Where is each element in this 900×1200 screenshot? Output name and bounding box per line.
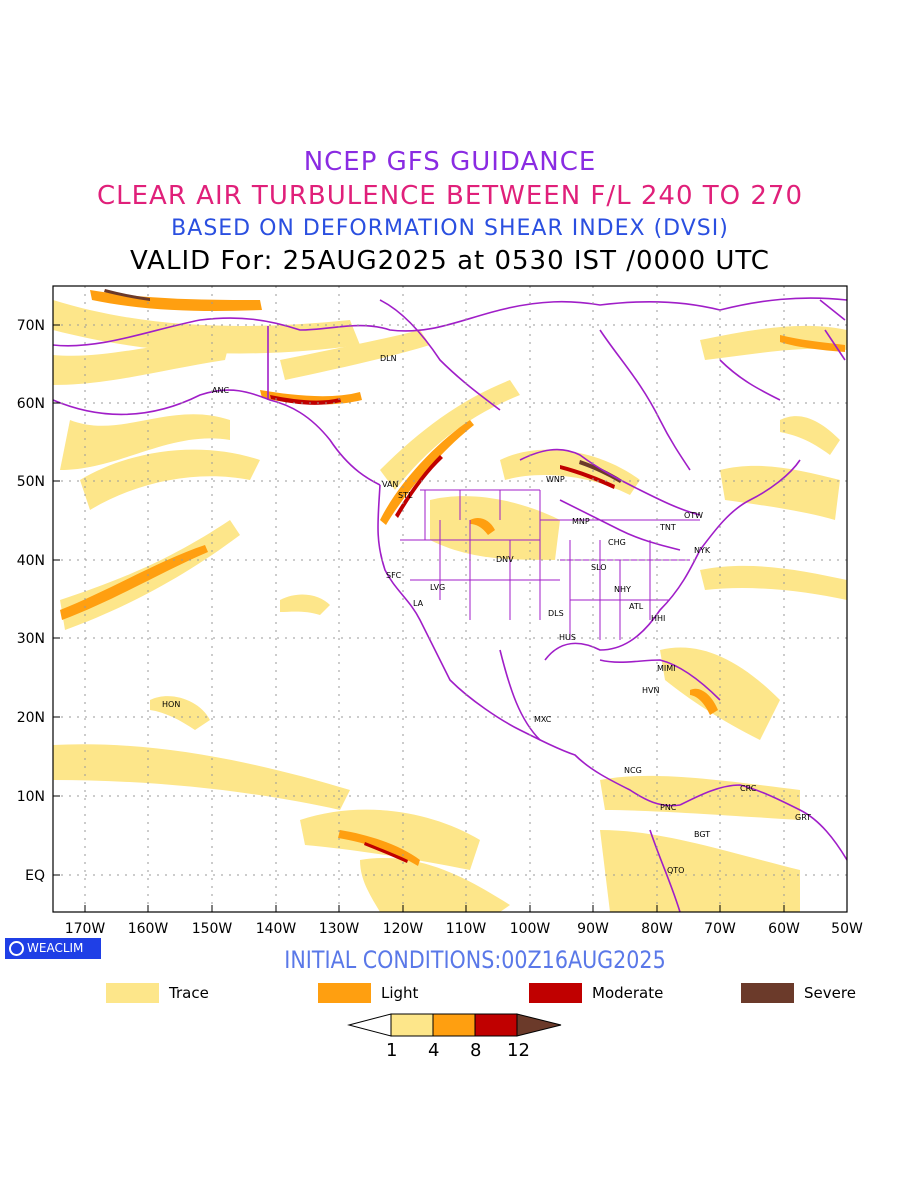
lat-label: 70N <box>17 318 45 334</box>
colorbar-tick-8: 8 <box>470 1040 482 1061</box>
station-label: ATL <box>629 602 644 611</box>
colorbar-low-arrow <box>347 1013 392 1037</box>
lon-label: 60W <box>768 921 800 937</box>
station-label: HUS <box>559 633 576 642</box>
station-label: NYK <box>694 546 711 555</box>
title-line-1: NCEP GFS GUIDANCE <box>303 147 597 177</box>
colorbar-light <box>432 1013 476 1037</box>
initial-conditions: INITIAL CONDITIONS:00Z16AUG2025 <box>284 946 666 974</box>
title-line-2: CLEAR AIR TURBULENCE BETWEEN F/L 240 TO … <box>96 181 804 211</box>
lon-label: 150W <box>192 921 233 937</box>
lon-label: 170W <box>65 921 106 937</box>
lon-label: 90W <box>577 921 609 937</box>
lon-label: 80W <box>641 921 673 937</box>
station-label: HON <box>162 700 180 709</box>
station-label: ANC <box>212 386 229 395</box>
moderate-turbulence <box>270 395 615 863</box>
station-label: STL <box>398 491 413 500</box>
legend-trace-swatch <box>106 983 159 1003</box>
station-label: SFC <box>386 571 402 580</box>
lon-label: 140W <box>256 921 297 937</box>
station-label: PNC <box>660 803 677 812</box>
station-label: NCG <box>624 766 642 775</box>
lat-labels: 70N 60N 50N 40N 30N 20N 10N EQ <box>17 318 45 884</box>
coastlines-and-borders <box>53 297 847 912</box>
station-label: CHG <box>608 538 626 547</box>
station-label: CRC <box>740 784 757 793</box>
lon-label: 130W <box>319 921 360 937</box>
severe-turbulence <box>104 289 622 483</box>
station-label: HVN <box>642 686 659 695</box>
station-label: WNP <box>546 475 565 484</box>
lat-label: 20N <box>17 710 45 726</box>
station-label: NHY <box>614 585 631 594</box>
legend-trace-label: Trace <box>169 984 209 1002</box>
logo-ring-icon <box>9 941 24 956</box>
legend-light-swatch <box>318 983 371 1003</box>
lon-label: 50W <box>831 921 863 937</box>
station-label: LVG <box>430 583 445 592</box>
colorbar-tick-1: 1 <box>386 1040 398 1061</box>
lat-label: 60N <box>17 396 45 412</box>
colorbar <box>347 1013 562 1037</box>
legend-light-label: Light <box>381 984 419 1002</box>
axis-ticks <box>53 324 848 912</box>
station-label: MNP <box>572 517 590 526</box>
station-label: DLS <box>548 609 564 618</box>
valid-time: VALID For: 25AUG2025 at 0530 IST /0000 U… <box>130 246 770 276</box>
colorbar-trace <box>390 1013 434 1037</box>
station-label: DLN <box>380 354 397 363</box>
station-label: GRT <box>795 813 811 822</box>
map-frame <box>52 285 848 913</box>
colorbar-tick-12: 12 <box>507 1040 530 1061</box>
lat-label: 50N <box>17 474 45 490</box>
lon-label: 160W <box>128 921 169 937</box>
badge-label: WEACLIM <box>27 941 84 955</box>
lon-label: 100W <box>510 921 551 937</box>
weaclim-badge: WEACLIM <box>5 938 101 959</box>
station-label: LA <box>413 599 424 608</box>
colorbar-high-arrow <box>516 1013 562 1037</box>
title-line-3: BASED ON DEFORMATION SHEAR INDEX (DVSI) <box>171 216 729 241</box>
station-label: QTO <box>667 866 684 875</box>
station-label: MIMI <box>657 664 676 673</box>
lon-label: 120W <box>383 921 424 937</box>
station-label: MXC <box>534 715 552 724</box>
lon-labels: 170W 160W 150W 140W 130W 120W 110W 100W 90W 80W 70… <box>65 921 863 937</box>
legend-severe-swatch <box>741 983 794 1003</box>
station-label: OTW <box>684 511 703 520</box>
station-label: DNV <box>496 555 514 564</box>
lat-label: EQ <box>25 868 45 884</box>
station-label: BGT <box>694 830 710 839</box>
station-label: VAN <box>382 480 398 489</box>
state-borders <box>400 489 700 640</box>
station-label: HHI <box>651 614 665 623</box>
station-label: SLO <box>591 563 607 572</box>
lat-label: 10N <box>17 789 45 805</box>
colorbar-moderate <box>474 1013 518 1037</box>
lon-label: 70W <box>704 921 736 937</box>
lon-label: 110W <box>446 921 487 937</box>
lat-label: 40N <box>17 553 45 569</box>
station-label: TNT <box>659 523 676 532</box>
legend-severe-label: Severe <box>804 984 856 1002</box>
colorbar-tick-4: 4 <box>428 1040 440 1061</box>
graticule <box>53 286 847 912</box>
lat-label: 30N <box>17 631 45 647</box>
legend-moderate-swatch <box>529 983 582 1003</box>
legend-moderate-label: Moderate <box>592 984 664 1002</box>
